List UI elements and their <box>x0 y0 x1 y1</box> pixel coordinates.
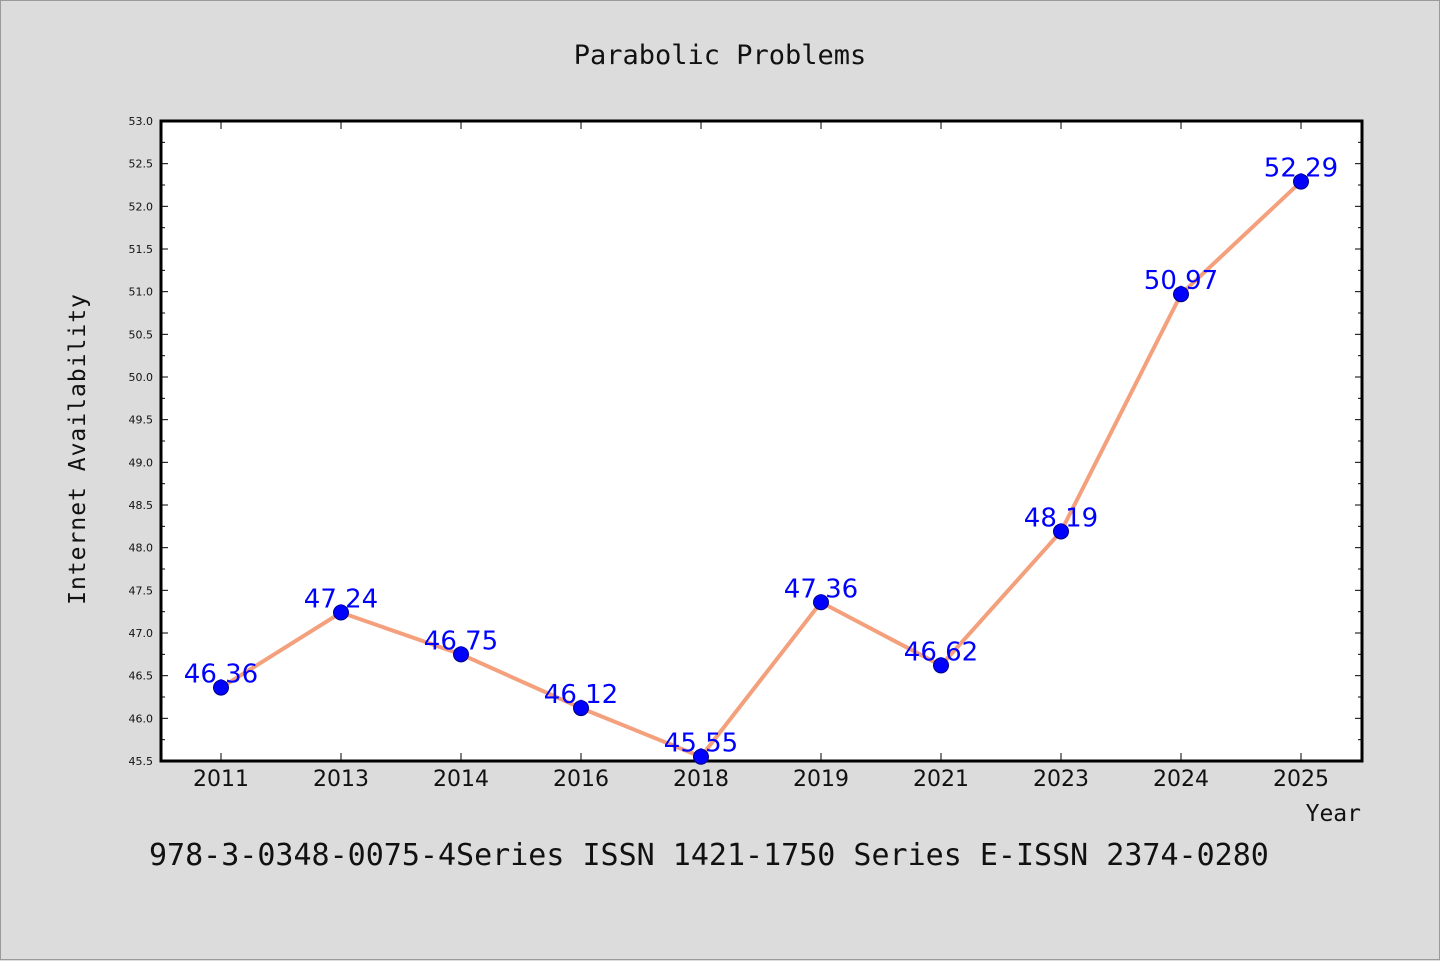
data-label: 47.36 <box>784 574 858 604</box>
y-tick-label: 46.0 <box>129 712 154 725</box>
data-label: 52.29 <box>1264 154 1338 184</box>
plot-area <box>159 119 1364 763</box>
footer-isbn-issn: 978-3-0348-0075-4Series ISSN 1421-1750 S… <box>149 838 1269 873</box>
data-point <box>1293 173 1309 190</box>
data-label: 46.12 <box>544 680 618 710</box>
data-label: 48.19 <box>1024 503 1098 533</box>
data-label: 46.36 <box>184 660 258 690</box>
y-tick-label: 46.5 <box>129 670 154 683</box>
data-point <box>213 679 229 696</box>
y-tick-label: 48.0 <box>129 542 154 555</box>
y-axis-label: Internet Availability <box>65 293 91 605</box>
data-label: 46.75 <box>424 626 498 656</box>
series-group: 46.36 47.24 46.75 46.12 45.55 47.36 46.62 48.19… <box>184 154 1338 765</box>
y-tick-label: 47.0 <box>129 627 154 640</box>
x-axis-label: Year <box>1306 801 1361 827</box>
y-tick-label: 51.5 <box>129 243 154 256</box>
data-point <box>1173 286 1189 303</box>
y-tick-label: 48.5 <box>129 499 154 512</box>
data-label: 46.62 <box>904 637 978 667</box>
data-point <box>453 646 469 663</box>
y-tick-label: 50.0 <box>129 371 154 384</box>
x-tick-label: 2021 <box>913 767 969 792</box>
y-tick-label: 53.0 <box>129 115 154 128</box>
data-point <box>693 748 709 765</box>
y-tick-label: 49.5 <box>129 414 154 427</box>
y-axis: 45.5 46.0 46.5 47.0 47.5 48.0 48.5 49.0 49.5 50.0… <box>129 115 1362 768</box>
y-tick-label: 51.0 <box>129 286 154 299</box>
series-line <box>219 180 1303 759</box>
x-tick-label: 2019 <box>793 767 849 792</box>
data-point <box>333 604 349 621</box>
y-tick-label: 52.5 <box>129 158 154 171</box>
x-tick-label: 2011 <box>193 767 249 792</box>
x-tick-label: 2025 <box>1273 767 1329 792</box>
data-label: 50.97 <box>1144 266 1218 296</box>
y-tick-label: 45.5 <box>129 755 154 768</box>
y-tick-label: 50.5 <box>129 328 154 341</box>
x-tick-label: 2016 <box>553 767 609 792</box>
data-point <box>573 700 589 717</box>
data-point <box>933 657 949 674</box>
data-label: 45.55 <box>664 729 738 759</box>
x-tick-label: 2023 <box>1033 767 1089 792</box>
data-point <box>1053 523 1069 540</box>
x-tick-label: 2024 <box>1153 767 1209 792</box>
x-axis: 2011 2013 2014 2016 2018 2019 2021 2023 2024 2025 <box>193 121 1329 792</box>
x-tick-label: 2014 <box>433 767 489 792</box>
x-tick-label: 2013 <box>313 767 369 792</box>
chart-title: Parabolic Problems <box>574 40 867 71</box>
x-tick-label: 2018 <box>673 767 729 792</box>
data-point <box>813 594 829 611</box>
y-tick-label: 47.5 <box>129 584 154 597</box>
y-tick-label: 52.0 <box>129 200 154 213</box>
y-tick-label: 49.0 <box>129 456 154 469</box>
data-label: 47.24 <box>304 585 378 615</box>
